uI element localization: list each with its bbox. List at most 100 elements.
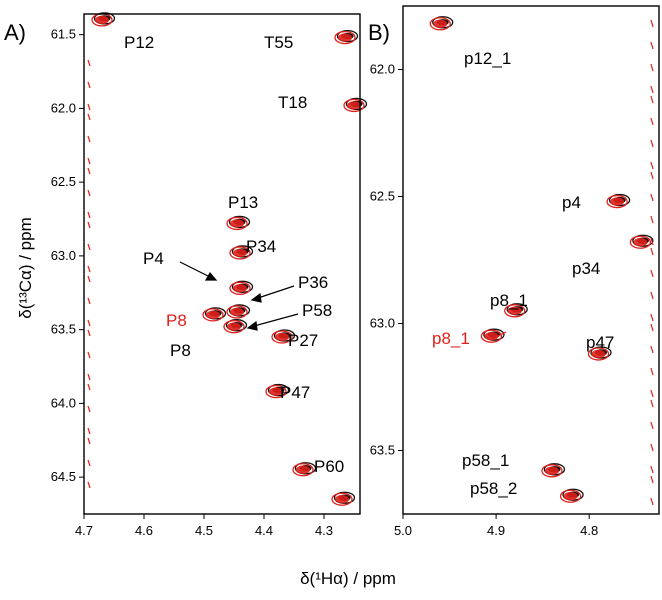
peak-contour-red	[587, 347, 610, 361]
noise-b-7	[650, 161, 654, 170]
peak-core-red	[563, 492, 578, 501]
peak-contour-red	[226, 305, 248, 319]
noise-a-19	[87, 405, 91, 413]
ytick-label-a-6: 64.5	[51, 469, 76, 484]
peak-contour-black	[336, 29, 359, 43]
peak-contour-red	[229, 246, 251, 260]
noise-b-24	[650, 475, 654, 484]
noise-a-8	[87, 211, 91, 219]
peak-core-red	[206, 310, 220, 320]
noise-b-19	[650, 389, 654, 398]
peak-b-4	[480, 328, 505, 343]
y-axis-title: δ(¹³Cα) / ppm	[16, 217, 35, 318]
noise-b-14	[650, 291, 654, 300]
panel-b-ticks: 5.0 4.9 4.8 62.0 62.5 63.0 63.5	[370, 62, 599, 539]
noise-a-12	[87, 275, 91, 283]
noise-b-12	[650, 247, 654, 256]
peak-contour-black	[225, 319, 248, 332]
peak-a-0	[91, 12, 116, 27]
peak-contour-black	[590, 346, 612, 359]
peak-core-red	[95, 15, 109, 25]
panel-b: B) 5.0 4.9 4.8 62.0 62.5 63.0 63.5 p12_1 p4 p3…	[368, 5, 660, 539]
noise-b-17	[650, 345, 654, 354]
peak-contour-black	[231, 280, 254, 293]
peak-contour-black	[608, 193, 631, 207]
arrow-p36	[257, 285, 295, 299]
peak-contour-black	[294, 462, 317, 475]
label-p58-2: p58_2	[470, 479, 517, 498]
noise-b-11	[650, 237, 654, 246]
peak-core-red	[544, 466, 559, 476]
peak-core-red	[230, 219, 244, 228]
peak-b-7	[559, 488, 584, 503]
noise-a-6	[87, 167, 91, 175]
label-p8-red: P8	[166, 311, 187, 330]
noise-a-9	[87, 221, 91, 229]
peak-contour-black	[273, 329, 296, 342]
ytick-label-a-4: 63.5	[51, 322, 76, 337]
peak-core-red	[338, 33, 352, 42]
ytick-label-a-3: 63.0	[51, 248, 76, 263]
noise-a-15	[87, 329, 91, 337]
panel-a-label: A)	[4, 20, 26, 45]
peak-a-3	[226, 215, 251, 231]
peak-contour-red	[606, 194, 628, 209]
arrow-p58	[253, 313, 299, 327]
noise-b-18	[650, 367, 654, 376]
label-p36: P36	[298, 273, 328, 292]
peak-a-12	[331, 491, 356, 506]
label-p47: P47	[280, 383, 310, 402]
peak-b-6	[541, 463, 566, 478]
label-p8-1: p8_1	[490, 291, 528, 310]
peak-contour-black	[204, 307, 227, 320]
xtick-label-a-2: 4.5	[195, 523, 213, 538]
label-p12-1: p12_1	[464, 49, 511, 68]
noise-b-1	[650, 41, 654, 50]
label-p34-b: p34	[572, 259, 600, 278]
noise-a-10	[87, 243, 91, 251]
label-p47-b: p47	[586, 333, 614, 352]
peak-core-red	[507, 306, 522, 315]
noise-a-18	[87, 383, 91, 391]
noise-a-21	[87, 437, 91, 445]
label-p8: P8	[170, 341, 191, 360]
peak-contour-red	[334, 30, 356, 45]
peak-b-5	[587, 346, 612, 361]
peak-contour-red	[629, 235, 652, 249]
peak-contour-red	[541, 464, 563, 478]
xtick-label-b-2: 4.8	[580, 523, 598, 538]
peak-core-red	[233, 248, 247, 258]
peak-contour-red	[429, 17, 451, 31]
noise-b-10	[650, 215, 654, 224]
panel-a: A) 4.7 4.6 4.5 4.4 4.3 61.5 62.0 62.5 63.0 63.5 64…	[4, 12, 368, 538]
peak-contour-black	[333, 491, 356, 504]
noise-b-8	[650, 171, 654, 180]
xtick-label-a-3: 4.4	[255, 523, 273, 538]
label-p8-1-red: p8_1	[432, 329, 470, 348]
noise-b-3	[650, 85, 654, 94]
peak-contour-black	[93, 12, 116, 25]
peak-contour-red	[331, 492, 353, 506]
xtick-label-a-1: 4.6	[135, 523, 153, 538]
noise-b-4	[650, 95, 654, 104]
peak-core-red	[347, 101, 361, 110]
peak-a-7	[223, 319, 248, 334]
peak-contour-red	[504, 304, 526, 318]
panel-b-peaks	[429, 16, 654, 506]
arrow-p4-head	[204, 271, 218, 281]
peak-contour-red	[271, 330, 293, 344]
ytick-label-a-5: 64.0	[51, 395, 76, 410]
peak-contour-black	[543, 463, 566, 476]
noise-b-0	[650, 19, 654, 28]
noise-b-6	[650, 139, 654, 148]
peak-contour-black	[267, 383, 290, 397]
arrow-p4	[179, 261, 213, 279]
noise-b-23	[650, 465, 654, 474]
peak-a-1	[334, 29, 359, 45]
ytick-label-a-2: 62.5	[51, 174, 76, 189]
panel-a-arrows	[179, 261, 299, 331]
peak-a-2	[343, 97, 368, 113]
noise-a-4	[87, 135, 91, 143]
ytick-label-b-1: 62.5	[370, 189, 395, 204]
